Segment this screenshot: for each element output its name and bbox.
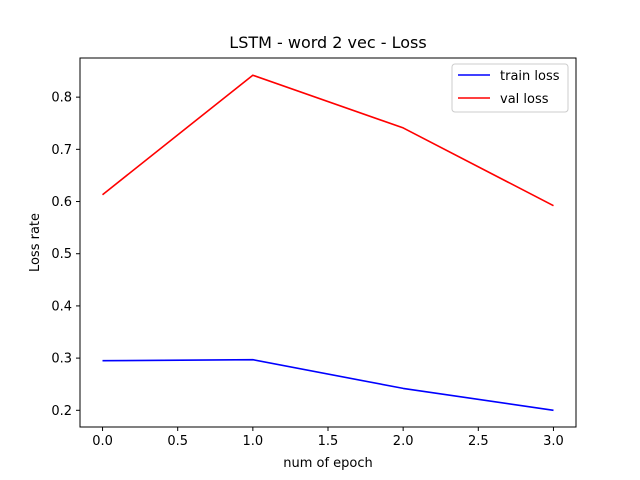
x-tick-label: 3.0 (543, 434, 564, 449)
legend: train loss val loss (451, 63, 569, 113)
legend-box (451, 63, 569, 113)
series-line-0 (102, 358, 554, 412)
y-tick-label: 0.7 (51, 143, 72, 158)
legend-label-0: train loss (500, 69, 560, 84)
series-layer (102, 74, 554, 412)
y-tick-label: 0.5 (51, 247, 72, 262)
x-tick-label: 2.5 (468, 434, 489, 449)
y-axis-label: Loss rate (28, 213, 43, 272)
x-tick-label: 1.0 (243, 434, 264, 449)
y-tick-label: 0.3 (51, 352, 72, 367)
y-tick-label: 0.8 (51, 91, 72, 106)
legend-label-1: val loss (500, 92, 549, 107)
x-axis-ticks: 0.0 0.5 1.0 1.5 2.0 2.5 3.0 (92, 427, 564, 449)
chart-title: LSTM - word 2 vec - Loss (229, 33, 426, 52)
x-tick-label: 0.0 (92, 434, 113, 449)
y-tick-label: 0.6 (51, 195, 72, 210)
x-tick-label: 0.5 (167, 434, 188, 449)
y-tick-label: 0.2 (51, 404, 72, 419)
y-axis-ticks: 0.2 0.3 0.4 0.5 0.6 0.7 0.8 (51, 91, 80, 419)
y-tick-label: 0.4 (51, 299, 72, 314)
x-axis-label: num of epoch (283, 456, 373, 471)
series-line-1 (102, 74, 554, 207)
x-tick-label: 2.0 (393, 434, 414, 449)
x-tick-label: 1.5 (318, 434, 339, 449)
